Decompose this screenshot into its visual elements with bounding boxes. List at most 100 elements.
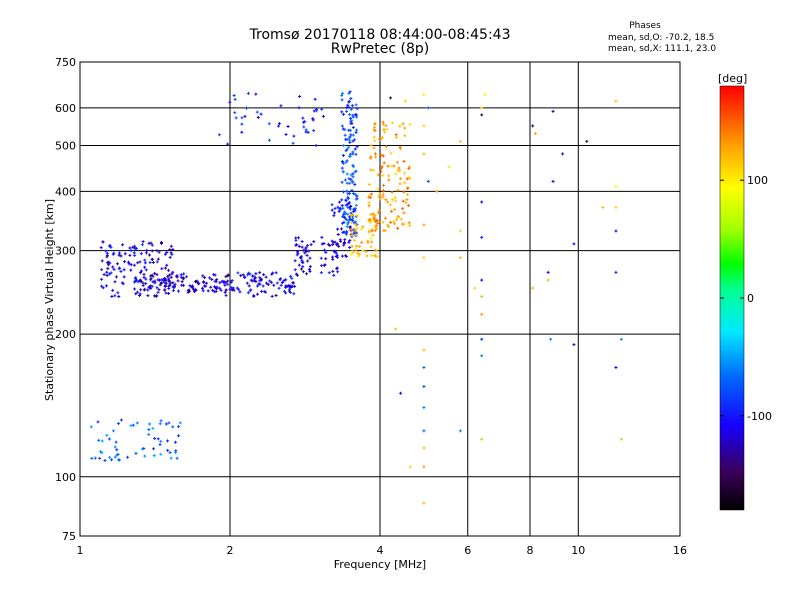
- data-point: [138, 294, 142, 298]
- data-point: [306, 130, 310, 134]
- data-point: [169, 456, 173, 460]
- data-point: [272, 283, 276, 287]
- data-point: [350, 249, 354, 253]
- data-point: [128, 253, 132, 257]
- data-point: [148, 422, 152, 426]
- data-point: [372, 139, 376, 143]
- data-point: [390, 198, 394, 202]
- data-point: [226, 279, 230, 283]
- data-point: [381, 173, 385, 177]
- data-point: [326, 242, 330, 246]
- data-point: [236, 271, 240, 275]
- data-point: [297, 244, 301, 248]
- x-tick-label: 2: [227, 544, 234, 557]
- data-point: [348, 112, 352, 116]
- data-point: [218, 281, 222, 285]
- data-point: [426, 106, 430, 110]
- data-point: [142, 275, 146, 279]
- data-point: [342, 220, 346, 224]
- data-point: [110, 295, 114, 298]
- data-point: [301, 265, 305, 269]
- data-point: [336, 270, 340, 274]
- data-point: [315, 109, 319, 113]
- data-point: [344, 137, 348, 141]
- data-point: [211, 288, 215, 292]
- data-point: [252, 279, 256, 283]
- data-point: [480, 106, 484, 110]
- data-point: [458, 256, 462, 260]
- data-point: [381, 192, 385, 196]
- data-point: [614, 229, 618, 233]
- data-point: [274, 293, 278, 297]
- data-point: [407, 165, 411, 169]
- data-point: [531, 124, 535, 128]
- data-point: [159, 452, 163, 456]
- data-point: [374, 224, 378, 228]
- data-point: [345, 224, 349, 228]
- data-point: [369, 168, 373, 172]
- data-point: [104, 249, 108, 253]
- data-point: [262, 273, 266, 277]
- data-point: [123, 252, 127, 256]
- data-point: [422, 93, 426, 97]
- data-point: [350, 188, 354, 192]
- data-point: [422, 465, 426, 469]
- data-point: [133, 280, 137, 284]
- data-point: [256, 284, 260, 288]
- data-point: [422, 124, 426, 128]
- data-point: [370, 229, 374, 233]
- data-point: [314, 144, 318, 148]
- data-point: [352, 221, 356, 225]
- data-point: [149, 241, 153, 245]
- data-point: [369, 155, 373, 159]
- data-point: [112, 267, 116, 271]
- data-point: [169, 244, 173, 248]
- data-point: [312, 240, 316, 244]
- data-point: [358, 245, 362, 249]
- data-point: [105, 433, 109, 437]
- data-point: [100, 277, 104, 281]
- data-point: [353, 170, 357, 174]
- data-point: [381, 195, 385, 199]
- data-point: [245, 281, 249, 285]
- data-point: [306, 243, 310, 247]
- data-point: [345, 109, 349, 113]
- colorbar: [deg] 100 0 -100: [718, 72, 772, 511]
- data-point: [150, 284, 154, 288]
- data-point: [100, 268, 104, 272]
- data-point: [284, 278, 288, 282]
- data-point: [458, 139, 462, 143]
- data-point: [398, 182, 402, 186]
- data-point: [271, 271, 275, 275]
- data-point: [226, 282, 230, 286]
- data-point: [351, 180, 355, 184]
- data-point: [144, 282, 148, 286]
- data-point: [480, 200, 484, 204]
- data-point: [277, 286, 281, 290]
- data-point: [347, 91, 351, 95]
- data-point: [253, 277, 257, 281]
- data-point: [342, 143, 346, 147]
- data-point: [324, 257, 328, 261]
- data-point: [341, 170, 345, 174]
- data-point: [408, 177, 412, 181]
- data-point: [152, 447, 156, 451]
- y-tick-label: 750: [55, 56, 76, 69]
- data-point: [378, 137, 382, 141]
- data-point: [396, 188, 400, 192]
- data-point: [341, 127, 345, 131]
- data-point: [619, 337, 623, 341]
- data-point: [347, 240, 351, 244]
- data-point: [398, 124, 402, 128]
- data-point: [163, 252, 167, 256]
- data-point: [102, 272, 106, 276]
- data-point: [382, 184, 386, 188]
- data-point: [208, 276, 212, 280]
- data-point: [346, 221, 350, 225]
- data-point: [163, 281, 167, 285]
- data-point: [585, 139, 589, 143]
- data-point: [354, 220, 358, 224]
- data-point: [374, 155, 378, 159]
- data-point: [286, 124, 290, 128]
- data-point: [377, 220, 381, 224]
